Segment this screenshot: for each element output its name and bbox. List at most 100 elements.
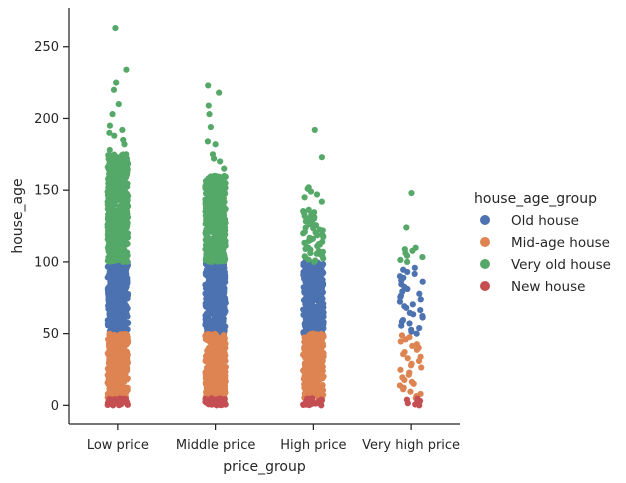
point-very-old-house	[306, 234, 313, 241]
point-very-old-house	[207, 123, 214, 131]
point-very-old-house	[408, 189, 415, 197]
point-very-old-house	[419, 253, 426, 261]
legend-marker	[480, 215, 490, 225]
point-mid-age-house	[401, 348, 408, 356]
legend-marker	[480, 237, 490, 247]
point-very-old-house	[113, 79, 120, 86]
x-axis-ticks: Low price Middle price High price Very high…	[87, 424, 460, 453]
x-axis-title: price_group	[223, 459, 306, 475]
point-old-house	[409, 301, 416, 308]
point-very-old-house	[412, 244, 419, 251]
legend-title: house_age_group	[474, 191, 597, 207]
x-tick-label: Low price	[87, 438, 149, 453]
point-very-old-house	[307, 188, 315, 195]
point-very-old-house	[121, 141, 128, 148]
point-mid-age-house	[122, 330, 129, 338]
point-mid-age-house	[418, 364, 425, 371]
point-new-house	[202, 395, 209, 402]
point-very-old-house	[305, 206, 312, 213]
point-new-house	[116, 395, 124, 402]
point-old-house	[202, 300, 209, 307]
legend: house_age_group Old house Mid-age house Ve…	[474, 191, 611, 295]
point-new-house	[403, 396, 411, 403]
point-old-house	[396, 273, 404, 280]
point-new-house	[304, 395, 311, 402]
point-mid-age-house	[220, 331, 228, 339]
point-mid-age-house	[397, 338, 404, 345]
legend-label: Very old house	[511, 257, 611, 273]
point-new-house	[309, 395, 316, 402]
point-very-old-house	[300, 208, 307, 215]
y-tick-label: 0	[51, 399, 59, 414]
point-mid-age-house	[310, 330, 317, 337]
legend-label: New house	[511, 279, 585, 295]
point-very-old-house	[106, 129, 113, 136]
point-mid-age-house	[406, 334, 413, 341]
point-new-house	[414, 395, 421, 402]
point-old-house	[416, 324, 423, 332]
point-mid-age-house	[106, 330, 113, 337]
point-very-old-house	[316, 226, 323, 233]
point-very-old-house	[123, 66, 130, 73]
y-tick-label: 50	[42, 327, 59, 342]
point-very-old-house	[111, 151, 118, 158]
point-very-old-house	[115, 101, 122, 108]
point-very-old-house	[110, 86, 118, 93]
point-mid-age-house	[404, 355, 411, 362]
point-old-house	[411, 264, 418, 271]
legend-label: Mid-age house	[511, 235, 610, 251]
point-mid-age-house	[318, 330, 325, 337]
point-mid-age-house	[408, 360, 415, 367]
point-mid-age-house	[413, 341, 420, 348]
data-points	[104, 24, 426, 409]
point-very-old-house	[109, 111, 116, 118]
point-mid-age-house	[406, 369, 413, 376]
point-new-house	[318, 396, 325, 403]
y-tick-label: 100	[34, 255, 59, 270]
point-old-house	[408, 326, 415, 333]
point-very-old-house	[301, 194, 308, 201]
point-very-old-house	[217, 158, 224, 165]
point-very-old-house	[212, 141, 219, 148]
point-mid-age-house	[417, 390, 424, 398]
point-new-house	[111, 396, 118, 403]
point-very-old-house	[302, 218, 309, 225]
point-very-old-house	[302, 224, 309, 231]
point-mid-age-house	[397, 366, 404, 373]
x-tick-label: Very high price	[362, 438, 460, 453]
point-old-house	[400, 266, 407, 273]
point-very-old-house	[204, 138, 212, 145]
point-old-house	[406, 309, 413, 316]
y-axis-ticks: 0 50 100 150 200 250	[34, 40, 69, 414]
point-very-old-house	[206, 111, 213, 118]
point-very-old-house	[105, 151, 113, 159]
point-old-house	[401, 303, 408, 310]
point-very-old-house	[311, 126, 318, 134]
point-very-old-house	[112, 24, 119, 32]
x-tick-label: Middle price	[176, 438, 255, 453]
point-very-old-house	[205, 102, 212, 109]
point-very-old-house	[403, 224, 410, 231]
point-old-house	[416, 290, 423, 297]
point-old-house	[417, 296, 424, 303]
y-axis-title: house_age	[10, 178, 26, 253]
point-very-old-house	[123, 151, 130, 158]
point-old-house	[419, 278, 426, 285]
point-very-old-house	[221, 165, 228, 172]
point-old-house	[411, 270, 418, 277]
point-mid-age-house	[204, 330, 211, 338]
point-new-house	[221, 396, 228, 403]
point-very-old-house	[404, 258, 411, 265]
point-very-old-house	[401, 246, 408, 253]
point-very-old-house	[205, 82, 212, 89]
y-tick-label: 250	[34, 40, 59, 55]
legend-label: Old house	[511, 213, 579, 229]
point-mid-age-house	[408, 378, 415, 385]
point-new-house	[106, 395, 113, 402]
point-very-old-house	[315, 247, 322, 255]
point-mid-age-house	[319, 382, 326, 389]
point-very-old-house	[313, 191, 321, 198]
point-old-house	[406, 320, 413, 327]
point-very-old-house	[311, 209, 318, 216]
legend-marker	[480, 259, 490, 269]
